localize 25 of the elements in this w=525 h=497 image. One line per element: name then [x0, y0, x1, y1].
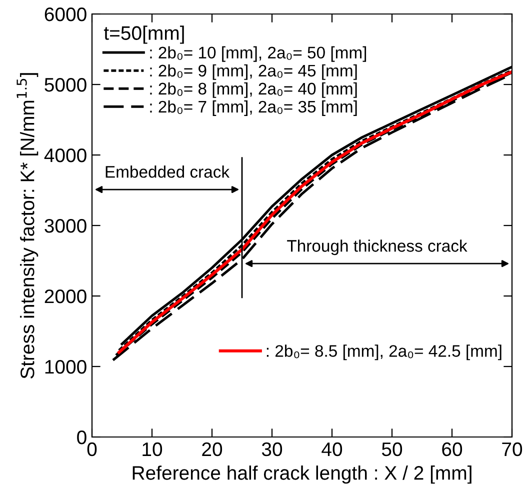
- y-tick-label: 2000: [44, 289, 86, 304]
- y-tick-label: 0: [77, 430, 86, 444]
- legend-title: t=50[mm]: [104, 26, 184, 44]
- x-tick-label: 40: [322, 442, 342, 456]
- annotation: Through thickness crack: [287, 240, 468, 256]
- legend-label: : 2b₀= 8 [mm], 2a₀= 40 [mm]: [150, 82, 357, 98]
- legend-label: : 2b₀= 10 [mm], 2a₀= 50 [mm]: [150, 46, 366, 62]
- x-tick-label: 70: [502, 442, 522, 456]
- y-tick-label: 5000: [44, 78, 86, 92]
- x-tick-label: 60: [442, 442, 462, 456]
- y-tick-label: 1000: [45, 360, 86, 374]
- annotation: Embedded crack: [106, 166, 230, 178]
- legend-label: : 2b₀= 9 [mm], 2a₀= 45 [mm]: [150, 64, 357, 80]
- x-tick-label: 20: [202, 442, 222, 456]
- legend-label: : 2b₀= 8.5 [mm], 2a₀= 42.5 [mm]: [266, 344, 502, 360]
- x-tick-label: 50: [382, 442, 402, 456]
- x-axis-title: Reference half crack length : X / 2 [mm]: [132, 466, 472, 484]
- y-tick-label: 3000: [44, 218, 86, 233]
- y-tick-label: 4000: [44, 148, 86, 162]
- y-axis-title: Stress intensity factor: K* [N/mm$^{1.5}$]: [16, 73, 38, 379]
- x-tick-label: 0: [87, 442, 97, 456]
- y-tick-label: 6000: [44, 7, 86, 22]
- x-tick-label: 30: [262, 442, 282, 456]
- x-tick-label: 10: [142, 442, 162, 456]
- legend-label: : 2b₀= 7 [mm], 2a₀= 35 [mm]: [150, 100, 357, 116]
